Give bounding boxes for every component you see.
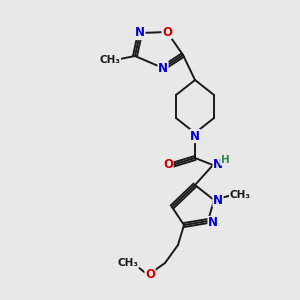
Text: N: N bbox=[213, 194, 223, 206]
Text: O: O bbox=[163, 158, 173, 172]
Text: N: N bbox=[158, 61, 168, 74]
Text: CH₃: CH₃ bbox=[100, 55, 121, 65]
Text: N: N bbox=[135, 26, 145, 40]
Text: N: N bbox=[213, 158, 223, 170]
Text: H: H bbox=[220, 155, 230, 165]
Text: CH₃: CH₃ bbox=[230, 190, 250, 200]
Text: CH₃: CH₃ bbox=[118, 258, 139, 268]
Text: N: N bbox=[190, 130, 200, 142]
Text: N: N bbox=[208, 217, 218, 230]
Text: O: O bbox=[145, 268, 155, 281]
Text: O: O bbox=[162, 26, 172, 38]
